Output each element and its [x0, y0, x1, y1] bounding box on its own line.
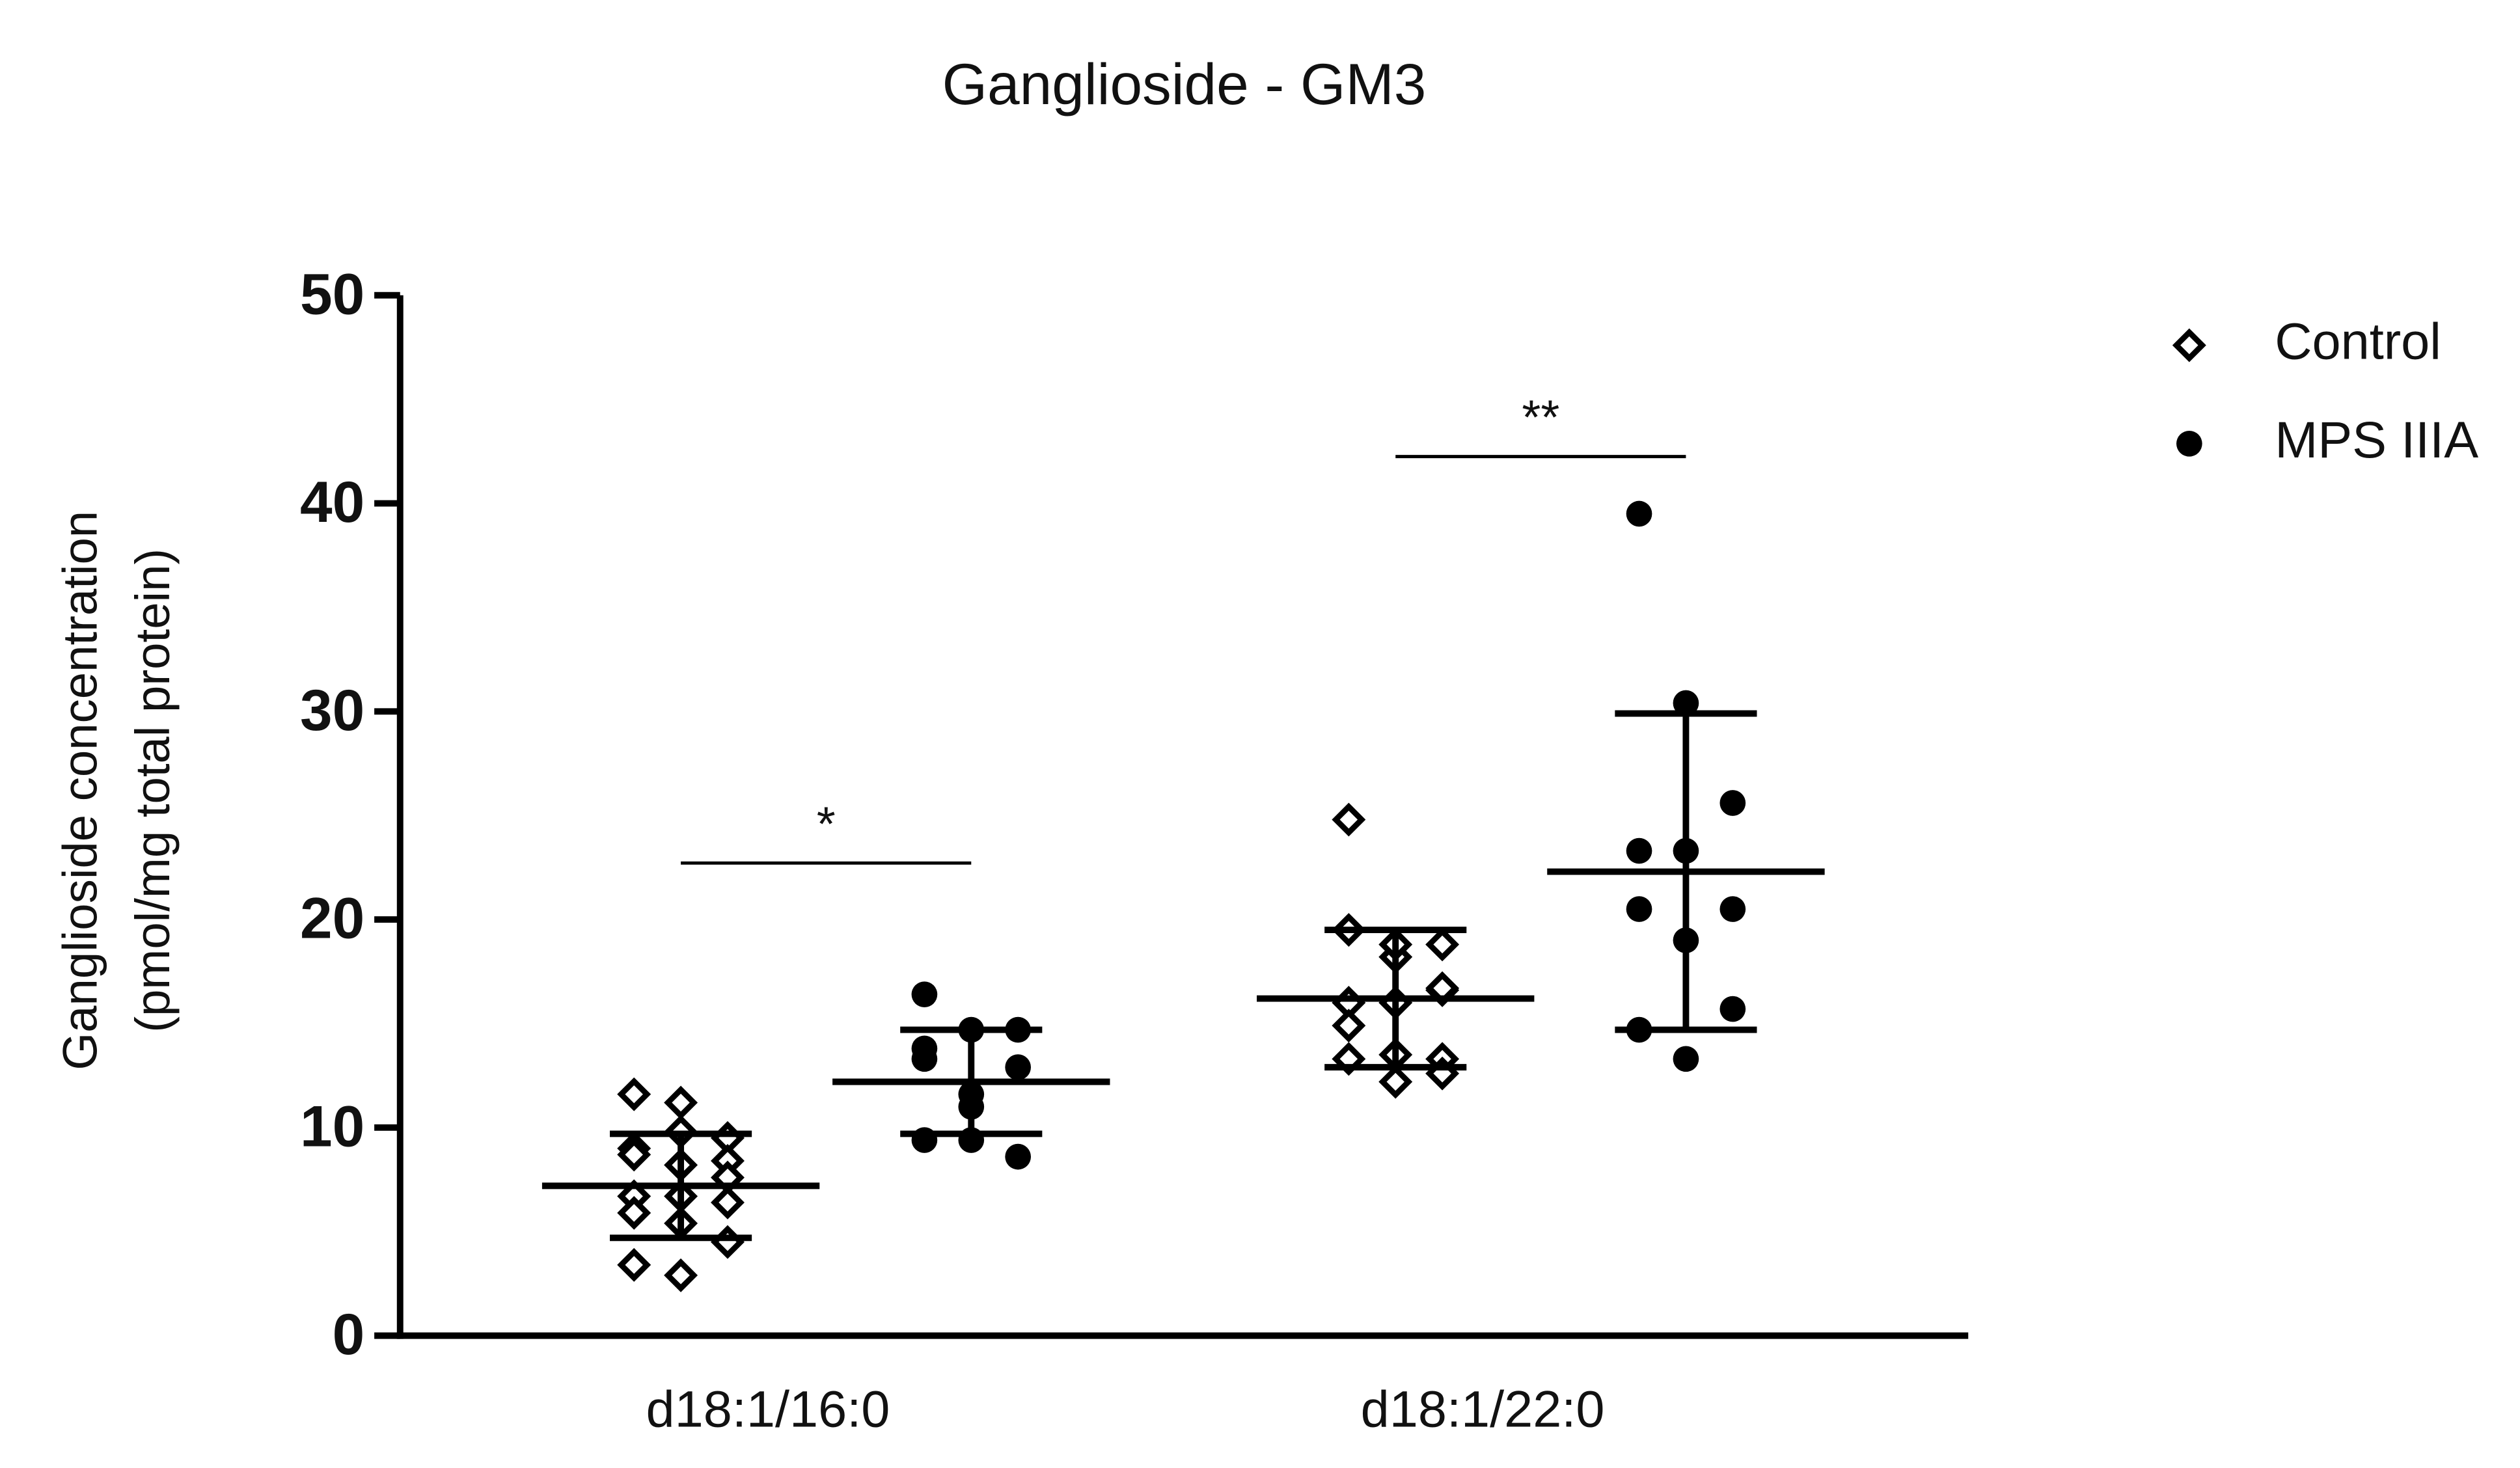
- point: [711, 1225, 745, 1259]
- significance-label: *: [817, 796, 836, 850]
- point: [1673, 1046, 1699, 1072]
- point: [1719, 996, 1746, 1022]
- y-tick-label: 0: [333, 1301, 365, 1366]
- y-axis-label: Ganglioside concentration: [53, 511, 107, 1070]
- point: [617, 1077, 651, 1111]
- legend-label: MPS IIIA: [2275, 411, 2478, 469]
- significance-label: **: [1522, 390, 1559, 444]
- point: [711, 1185, 745, 1219]
- point: [911, 981, 938, 1008]
- y-tick-label: 40: [300, 469, 364, 534]
- point: [1719, 790, 1746, 816]
- point: [1719, 896, 1746, 922]
- y-tick-label: 20: [300, 886, 364, 951]
- point: [664, 1085, 698, 1120]
- point: [1425, 927, 1460, 962]
- y-tick-label: 30: [300, 677, 364, 742]
- point: [1332, 1009, 1366, 1043]
- point: [1673, 690, 1699, 716]
- point: [911, 1046, 938, 1072]
- x-tick-label: d18:1/22:0: [1361, 1380, 1605, 1438]
- point: [1378, 1065, 1413, 1099]
- point: [1626, 837, 1652, 864]
- point: [1626, 500, 1652, 527]
- point: [1005, 1143, 1031, 1170]
- legend-label: Control: [2275, 312, 2441, 370]
- point: [617, 1137, 651, 1172]
- y-tick-label: 50: [300, 261, 364, 326]
- point: [1005, 1054, 1031, 1080]
- y-tick-label: 10: [300, 1093, 364, 1158]
- y-axis-label: (pmol/mg total protein): [126, 549, 180, 1033]
- point: [1332, 802, 1366, 837]
- point: [617, 1195, 651, 1230]
- point: [617, 1247, 651, 1282]
- chart-title: Ganglioside - GM3: [942, 51, 1427, 116]
- x-tick-label: d18:1/16:0: [646, 1380, 890, 1438]
- point: [2176, 430, 2202, 457]
- point: [664, 1258, 698, 1292]
- point: [1626, 896, 1652, 922]
- point: [2172, 328, 2206, 362]
